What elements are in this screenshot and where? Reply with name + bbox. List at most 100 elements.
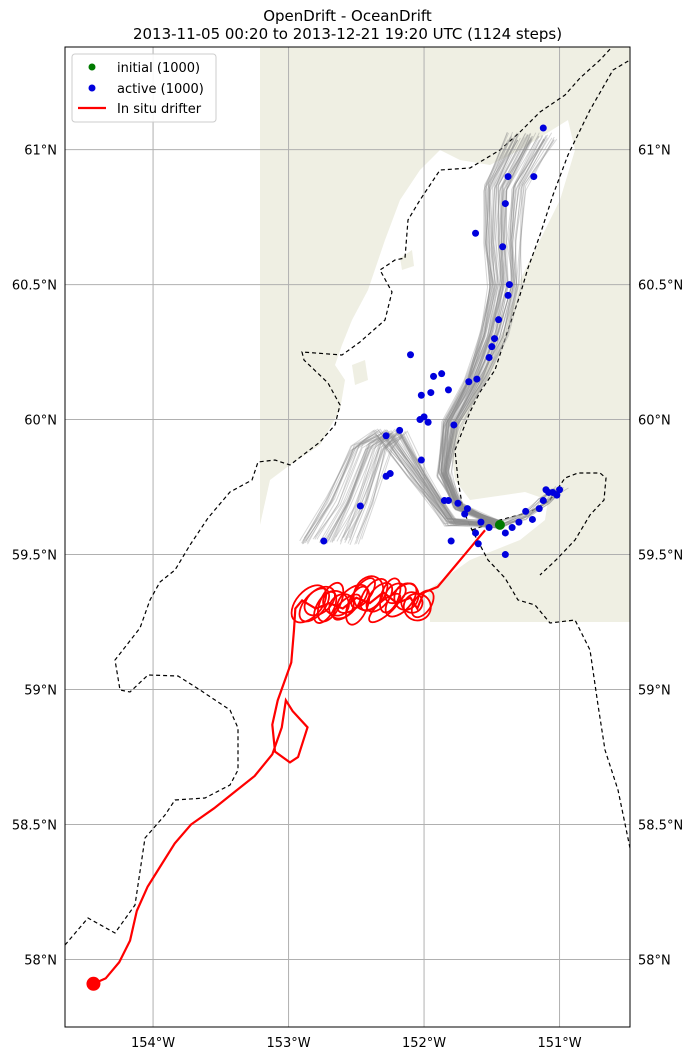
trajectory-line [306,430,502,543]
active-particle [542,486,550,494]
trajectory-line [497,488,561,528]
trajectory-line [448,136,555,522]
active-particle [407,351,415,359]
trajectory-line [444,133,531,527]
trajectory-line [361,430,499,540]
trajectory-line [305,432,499,542]
lat-tick-label-right: 60.5°N [638,279,683,294]
lat-tick-label-left: 58.5°N [12,819,57,834]
trajectory-line [498,491,554,527]
active-particle [477,518,485,526]
drifter-loop [332,593,362,621]
active-particle [472,529,480,537]
trajectory-line [444,134,528,528]
active-particle [424,418,432,426]
trajectory-line [441,135,516,523]
trajectory-line [447,139,546,523]
lat-tick-label-right: 59°N [638,684,671,699]
island-shape [400,250,414,270]
lat-tick-label-left: 60.5°N [12,279,57,294]
legend: initial (1000) active (1000) In situ dri… [71,53,217,123]
active-particle [495,316,503,324]
trajectory-line [339,428,500,545]
trajectory-line [301,429,499,544]
trajectory-line [440,139,518,527]
active-particle [427,389,435,397]
trajectory-line [440,134,529,523]
active-particle [539,497,547,505]
trajectory-line [440,139,515,528]
active-particle [356,502,364,510]
drifter-loops [290,575,435,626]
trajectory-line [445,134,549,524]
trajectory-line [442,136,531,522]
drifter-loop [313,591,338,624]
active-particle [472,229,480,237]
legend-label-initial: initial (1000) [117,61,200,76]
trajectory-line [307,434,502,545]
trajectory-line [324,429,501,538]
lat-tick-label-right: 59.5°N [638,549,683,564]
axes-frame [64,46,631,1028]
land-area [260,47,630,622]
trajectory-line [437,135,513,528]
active-particle [416,416,424,424]
lat-tick-label-left: 59.5°N [12,549,57,564]
active-particle [530,173,538,181]
lon-tick-label: 151°W [537,1036,581,1051]
trajectory-line [302,429,503,541]
active-particle [465,378,473,386]
active-particle [485,353,493,361]
coastline-peninsula [471,472,607,576]
active-particle [504,291,512,299]
active-particle [501,551,509,559]
map-axes [64,46,631,1028]
trajectory-line [444,138,533,523]
coastline-east [454,59,630,849]
active-particle [417,391,425,399]
trajectory-line [329,430,503,543]
lat-tick-label-left: 61°N [24,144,57,159]
active-particle [508,524,516,532]
trajectory-line [357,434,502,545]
trajectory-line [444,137,548,528]
legend-label-active: active (1000) [117,82,204,97]
active-particle [549,488,557,496]
trajectory-line [450,138,558,530]
active-particles [320,124,564,559]
tick-labels: 154°W 153°W 152°W 151°W 58°N 58°N 58.5°N 58.5°N… [12,144,683,1051]
trajectory-line [440,132,519,529]
active-particle [535,505,543,513]
lat-tick-label-right: 58°N [638,954,671,969]
trajectory-line [436,132,508,527]
drifter-loop [316,581,345,623]
active-particle [501,200,509,208]
trajectory-line [302,431,502,545]
trajectory-line [328,432,503,541]
trajectory-line [356,433,500,539]
trajectory-line [443,139,519,524]
trajectory-line [331,433,501,543]
active-particle [417,456,425,464]
drifter-loop [410,589,435,619]
trajectory-line [445,132,532,525]
lon-tick-label: 152°W [402,1036,446,1051]
trajectory-line [326,429,502,541]
coastline-west [65,47,613,946]
active-particle [515,518,523,526]
active-particle [454,499,462,507]
active-particle [522,507,530,515]
legend-marker-active [88,84,96,92]
trajectory-line [348,433,501,539]
lat-tick-label-left: 58°N [24,954,57,969]
trajectory-line [349,436,502,545]
trajectory-line [442,137,532,523]
trajectory-line [331,435,502,542]
active-particle [556,486,564,494]
lat-tick-label-right: 60°N [638,414,671,429]
trajectory-line [438,131,514,529]
trajectory-line [442,132,527,526]
map-title-line-1: OpenDrift - OceanDrift [263,7,432,25]
active-particle [320,537,328,545]
trajectory-line [441,132,518,525]
